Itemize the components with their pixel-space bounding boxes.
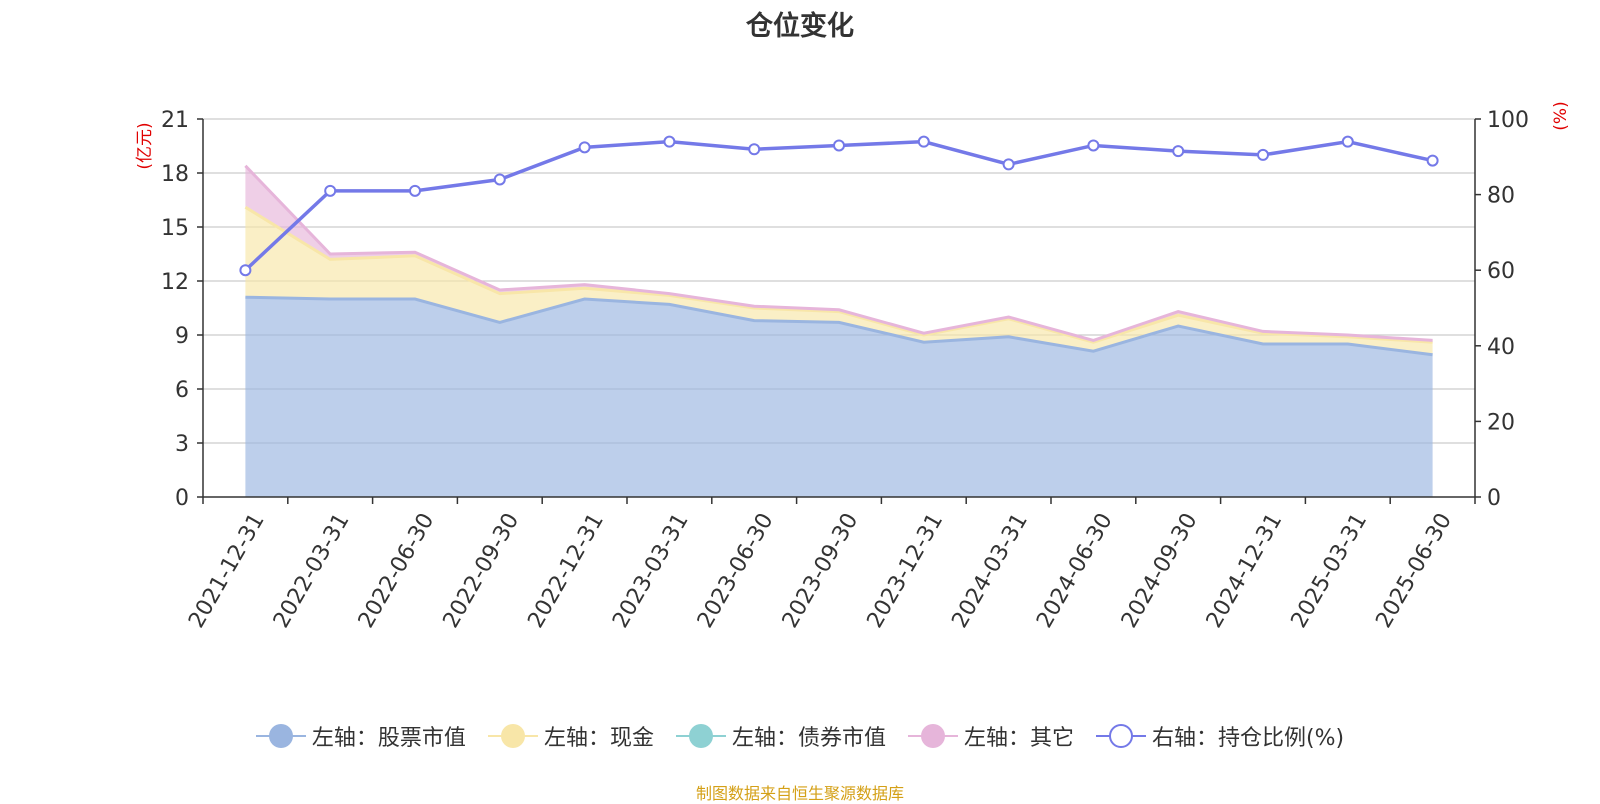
- left-axis-tick-label: 0: [175, 486, 189, 511]
- legend-label: 左轴：其它: [963, 726, 1074, 751]
- right-axis-tick-label: 0: [1487, 486, 1501, 511]
- source-note: 制图数据来自恒生聚源数据库: [695, 784, 904, 803]
- x-axis-tick-label: 2025-03-31: [1287, 509, 1373, 632]
- holding-ratio-point: [409, 184, 421, 197]
- legend-label: 左轴：股票市值: [311, 726, 466, 751]
- holding-ratio-point: [1002, 158, 1015, 171]
- holding-ratio-point: [1257, 148, 1269, 161]
- legend-marker-icon: [675, 724, 726, 748]
- x-axis-tick-label: 2024-12-31: [1202, 509, 1288, 632]
- legend-marker-icon: [487, 724, 538, 748]
- legend-item[interactable]: 右轴：持仓比例(%): [1095, 720, 1345, 752]
- legend-item[interactable]: 左轴：债券市值: [675, 720, 886, 752]
- legend: 左轴：股票市值 左轴：现金 左轴：债券市值 左轴：其它 右轴：持仓比例(%): [0, 720, 1600, 752]
- legend-marker-icon: [1095, 724, 1146, 748]
- holding-ratio-point: [1341, 135, 1354, 148]
- area-series: [245, 207, 1433, 355]
- x-axis-tick-label: 2022-03-31: [269, 509, 355, 632]
- chart-title: 仓位变化: [746, 11, 854, 42]
- left-axis-tick-label: 18: [161, 162, 189, 187]
- holding-ratio-point: [324, 184, 337, 197]
- legend-marker-icon: [907, 724, 958, 748]
- x-axis-tick-label: 2022-09-30: [439, 509, 525, 632]
- area-series-line: [245, 295, 1433, 357]
- right-axis-tick-label: 20: [1487, 410, 1515, 435]
- holding-ratio-point: [917, 135, 930, 148]
- legend-label: 左轴：现金: [543, 726, 654, 751]
- left-axis-tick-label: 12: [161, 270, 189, 295]
- area-series: [245, 297, 1433, 497]
- legend-item[interactable]: 左轴：现金: [487, 720, 654, 752]
- left-axis-tick-label: 21: [161, 108, 189, 133]
- holding-ratio-point: [1087, 139, 1100, 152]
- x-axis-tick-label: 2023-03-31: [608, 509, 694, 632]
- x-axis-tick-label: 2024-03-31: [947, 509, 1033, 632]
- holding-ratio-point: [578, 141, 591, 154]
- x-axis-tick-label: 2022-06-30: [354, 509, 440, 632]
- holding-ratio-point: [1426, 154, 1439, 167]
- legend-label: 左轴：债券市值: [731, 726, 886, 751]
- right-axis-tick-label: 60: [1487, 259, 1515, 284]
- legend-marker-icon: [255, 724, 306, 748]
- right-axis-tick-label: 100: [1487, 108, 1529, 133]
- holding-ratio-point: [1172, 145, 1185, 158]
- x-axis-tick-label: 2025-06-30: [1371, 509, 1457, 632]
- left-axis-tick-label: 6: [175, 378, 189, 403]
- x-axis-tick-label: 2021-12-31: [184, 509, 270, 632]
- area-series-line: [244, 164, 1433, 342]
- holding-ratio-point: [663, 135, 676, 148]
- holding-ratio-point: [239, 264, 252, 277]
- left-axis-tick-label: 9: [175, 324, 189, 349]
- holding-ratio-line: [244, 139, 1433, 272]
- legend-item[interactable]: 左轴：股票市值: [255, 720, 466, 752]
- x-axis-tick-label: 2024-09-30: [1117, 509, 1203, 632]
- x-axis-tick-label: 2022-12-31: [523, 509, 609, 632]
- left-axis-tick-label: 15: [161, 216, 189, 241]
- right-axis-tick-label: 80: [1487, 184, 1515, 209]
- right-axis-tick-label: 40: [1487, 335, 1515, 360]
- right-axis-unit: (%): [1551, 101, 1571, 130]
- holding-ratio-point: [833, 139, 845, 152]
- legend-label: 右轴：持仓比例(%): [1151, 726, 1345, 751]
- x-axis-tick-label: 2023-09-30: [778, 509, 864, 632]
- x-axis-tick-label: 2023-12-31: [863, 509, 949, 632]
- legend-item[interactable]: 左轴：其它: [907, 720, 1074, 752]
- left-axis-tick-label: 3: [175, 432, 189, 457]
- area-series-line: [244, 205, 1433, 344]
- holding-ratio-point: [748, 143, 761, 156]
- x-axis-tick-label: 2023-06-30: [693, 509, 779, 632]
- left-axis-unit: (亿元): [135, 122, 155, 169]
- x-axis-tick-label: 2024-06-30: [1032, 509, 1118, 632]
- holding-ratio-point: [493, 173, 506, 186]
